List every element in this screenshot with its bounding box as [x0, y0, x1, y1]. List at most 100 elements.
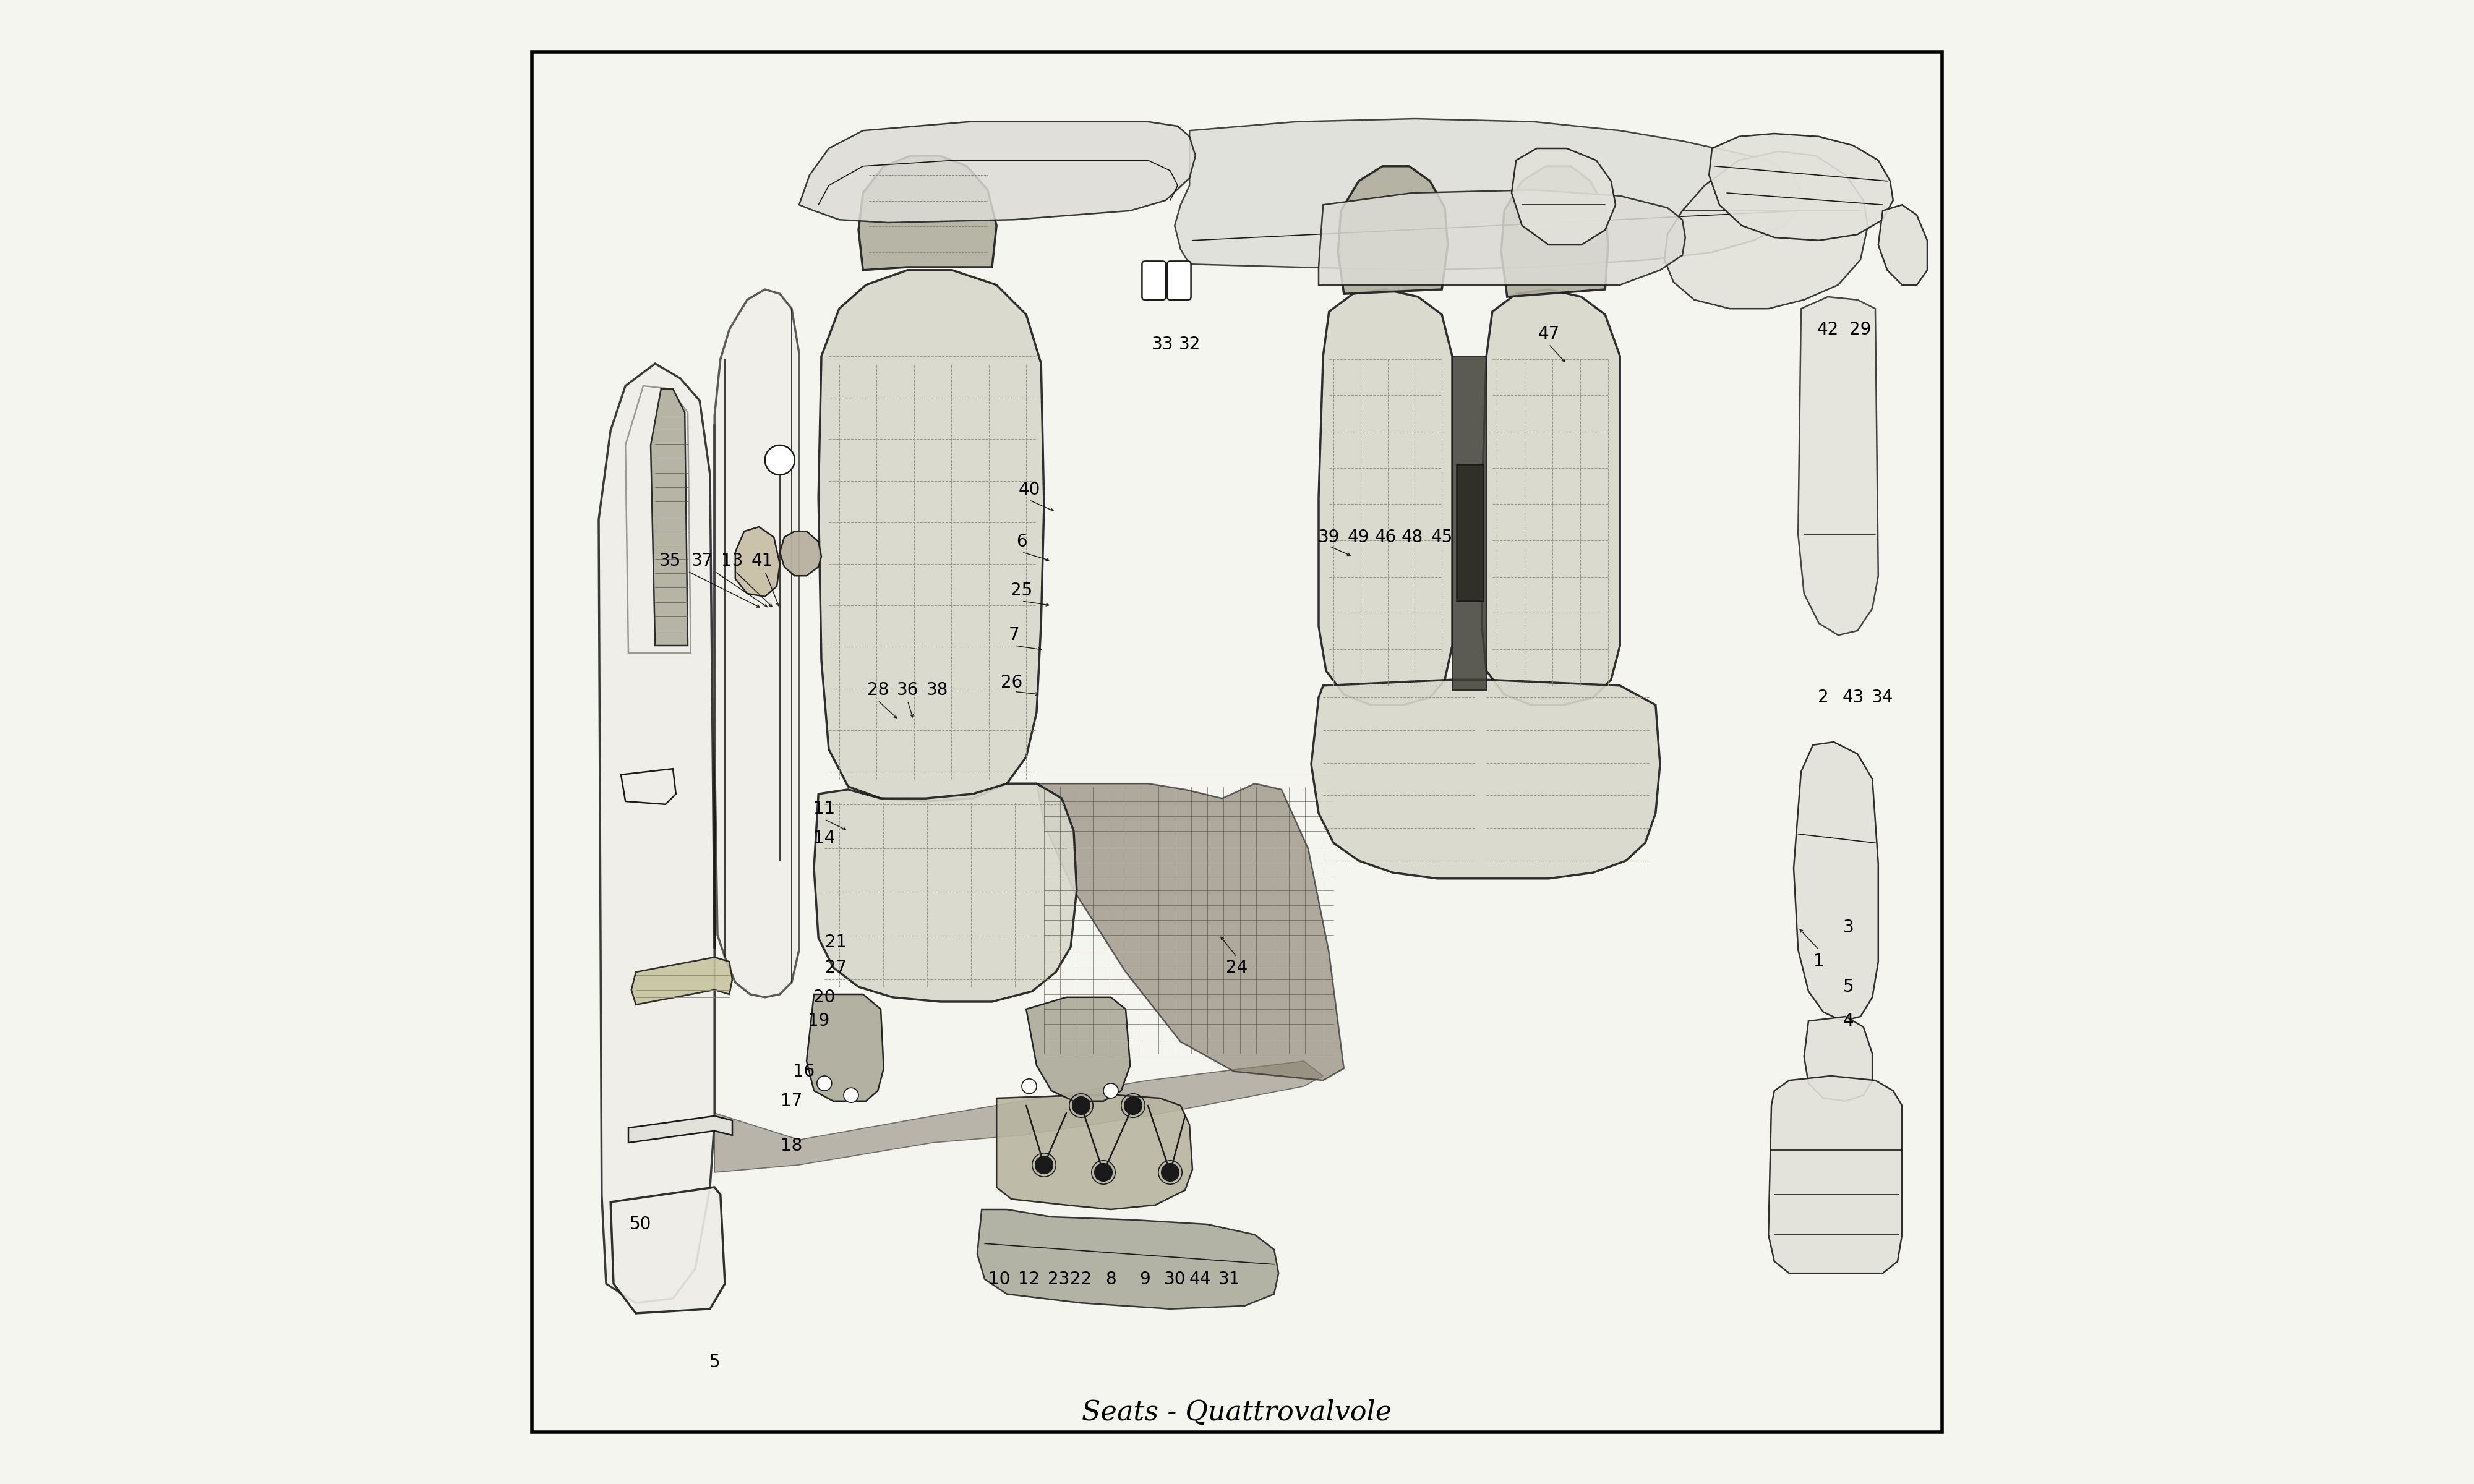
- Polygon shape: [1338, 166, 1447, 294]
- Circle shape: [1022, 1079, 1037, 1094]
- Text: 41: 41: [752, 552, 772, 570]
- Polygon shape: [1878, 205, 1927, 285]
- Text: 21: 21: [826, 933, 846, 951]
- Polygon shape: [599, 364, 715, 1303]
- Text: 35: 35: [658, 552, 680, 570]
- Circle shape: [816, 1076, 831, 1091]
- Text: 42: 42: [1816, 321, 1838, 338]
- Polygon shape: [807, 994, 883, 1101]
- Circle shape: [1094, 1163, 1113, 1181]
- Circle shape: [1123, 1097, 1143, 1114]
- Circle shape: [844, 1088, 858, 1103]
- Text: 12: 12: [1019, 1270, 1039, 1288]
- Text: 19: 19: [807, 1012, 829, 1030]
- Polygon shape: [1319, 190, 1685, 285]
- Text: 37: 37: [693, 552, 713, 570]
- Text: 17: 17: [782, 1092, 802, 1110]
- Polygon shape: [1665, 151, 1868, 309]
- Text: 48: 48: [1400, 528, 1423, 546]
- Polygon shape: [814, 784, 1076, 1002]
- Circle shape: [764, 445, 794, 475]
- Text: 44: 44: [1190, 1270, 1210, 1288]
- Polygon shape: [1319, 289, 1452, 705]
- Polygon shape: [628, 1116, 732, 1143]
- Text: 33: 33: [1153, 335, 1173, 353]
- Polygon shape: [1502, 166, 1608, 297]
- Polygon shape: [799, 122, 1195, 223]
- Polygon shape: [631, 957, 732, 1005]
- Text: 4: 4: [1843, 1012, 1853, 1030]
- Text: Seats - Quattrovalvole: Seats - Quattrovalvole: [1081, 1399, 1393, 1426]
- Text: 18: 18: [782, 1137, 802, 1155]
- Text: 5: 5: [1843, 978, 1853, 996]
- Polygon shape: [819, 270, 1044, 801]
- Text: 11: 11: [814, 800, 836, 818]
- Polygon shape: [651, 389, 688, 646]
- Text: 30: 30: [1163, 1270, 1185, 1288]
- Text: 47: 47: [1539, 325, 1559, 343]
- Polygon shape: [715, 289, 799, 997]
- Polygon shape: [1794, 742, 1878, 1021]
- FancyBboxPatch shape: [532, 52, 1942, 1432]
- Text: 5: 5: [710, 1353, 720, 1371]
- Polygon shape: [1027, 997, 1131, 1101]
- Text: 10: 10: [990, 1270, 1009, 1288]
- Text: 25: 25: [1012, 582, 1032, 600]
- Text: 9: 9: [1141, 1270, 1150, 1288]
- Polygon shape: [1512, 148, 1616, 245]
- Polygon shape: [977, 1209, 1279, 1309]
- Text: 31: 31: [1220, 1270, 1239, 1288]
- Polygon shape: [735, 527, 779, 597]
- Polygon shape: [715, 1061, 1324, 1172]
- Text: 34: 34: [1873, 689, 1893, 706]
- Text: 7: 7: [1009, 626, 1019, 644]
- Polygon shape: [1710, 134, 1893, 240]
- Circle shape: [1160, 1163, 1180, 1181]
- Text: 38: 38: [925, 681, 948, 699]
- Text: 6: 6: [1017, 533, 1027, 551]
- Text: 1: 1: [1813, 953, 1823, 971]
- Text: 13: 13: [722, 552, 742, 570]
- Polygon shape: [1799, 297, 1878, 635]
- Text: 23: 23: [1049, 1270, 1069, 1288]
- Text: 16: 16: [792, 1063, 814, 1080]
- Text: 2: 2: [1818, 689, 1828, 706]
- Polygon shape: [997, 1095, 1192, 1209]
- Text: 46: 46: [1376, 528, 1395, 546]
- Polygon shape: [858, 156, 997, 270]
- Text: 24: 24: [1227, 959, 1247, 976]
- Circle shape: [1034, 1156, 1054, 1174]
- FancyBboxPatch shape: [1168, 261, 1190, 300]
- Polygon shape: [621, 769, 675, 804]
- FancyBboxPatch shape: [1457, 464, 1484, 601]
- Polygon shape: [1482, 289, 1620, 705]
- Circle shape: [1103, 1083, 1118, 1098]
- Text: 22: 22: [1071, 1270, 1091, 1288]
- Text: 8: 8: [1106, 1270, 1116, 1288]
- Polygon shape: [1769, 1076, 1903, 1273]
- Polygon shape: [1311, 680, 1660, 879]
- Polygon shape: [1037, 784, 1343, 1080]
- Text: 32: 32: [1178, 335, 1200, 353]
- Text: 28: 28: [866, 681, 888, 699]
- Text: 50: 50: [628, 1215, 651, 1233]
- Text: 39: 39: [1319, 528, 1341, 546]
- Polygon shape: [1175, 119, 1801, 270]
- Text: 49: 49: [1348, 528, 1371, 546]
- Text: 29: 29: [1851, 321, 1870, 338]
- Text: 45: 45: [1430, 528, 1452, 546]
- Polygon shape: [779, 531, 821, 576]
- Text: 27: 27: [826, 959, 846, 976]
- Polygon shape: [626, 386, 690, 653]
- Text: 3: 3: [1843, 919, 1853, 936]
- Polygon shape: [1804, 1017, 1873, 1101]
- Circle shape: [1071, 1097, 1091, 1114]
- Text: 14: 14: [814, 830, 836, 847]
- Text: 43: 43: [1843, 689, 1863, 706]
- Text: 40: 40: [1019, 481, 1039, 499]
- Text: 26: 26: [999, 674, 1022, 692]
- Polygon shape: [611, 1187, 725, 1313]
- Text: 36: 36: [896, 681, 918, 699]
- Text: 20: 20: [814, 988, 836, 1006]
- Polygon shape: [1452, 356, 1487, 690]
